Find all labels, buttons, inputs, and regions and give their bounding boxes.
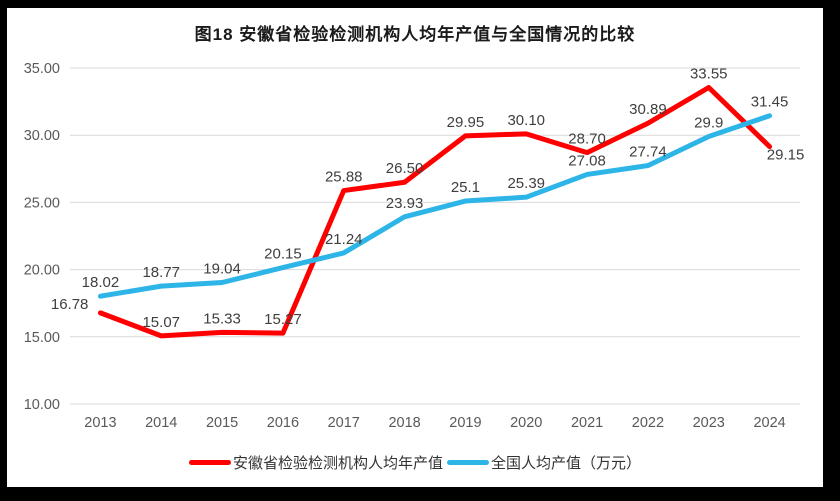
data-point-label: 25.39 — [507, 175, 545, 192]
data-point-label: 29.95 — [447, 114, 485, 131]
data-point-label: 30.89 — [629, 101, 667, 118]
line-chart-plot: 10.00 15.00 20.00 25.00 30.00 35.00 2013 2014 20… — [24, 61, 805, 431]
x-axis-tick-label: 2014 — [145, 415, 177, 431]
anhui-series-line — [97, 84, 773, 339]
x-axis-tick-label: 2020 — [510, 415, 542, 431]
data-point-label: 16.78 — [51, 296, 89, 313]
y-axis-tick-label: 15.00 — [24, 330, 60, 346]
x-axis-tick-label: 2013 — [84, 415, 116, 431]
data-point-label: 15.27 — [264, 311, 302, 328]
data-point-label: 29.15 — [767, 147, 805, 164]
x-axis-tick-label: 2021 — [571, 415, 603, 431]
data-point-label: 29.9 — [694, 115, 723, 132]
data-point-label: 15.33 — [203, 310, 241, 327]
legend-item-anhui: 安徽省检验检测机构人均年产值 — [188, 452, 443, 473]
chart-canvas: 图18 安徽省检验检测机构人均年产值与全国情况的比较 10.00 15.00 20.… — [7, 8, 823, 487]
x-axis-tick-label: 2016 — [267, 415, 299, 431]
legend-label-national: 全国人均产值（万元） — [491, 455, 642, 472]
y-axis-tick-label: 20.00 — [24, 263, 60, 279]
data-point-label: 18.02 — [82, 274, 120, 291]
x-axis-tick-label: 2022 — [632, 415, 664, 431]
chart-title: 图18 安徽省检验检测机构人均年产值与全国情况的比较 — [194, 25, 636, 44]
data-point-label: 15.07 — [142, 314, 180, 331]
legend-label-anhui: 安徽省检验检测机构人均年产值 — [232, 455, 443, 472]
data-point-label: 26.50 — [386, 160, 424, 177]
data-point-label: 28.70 — [568, 131, 606, 148]
x-axis-tick-label: 2017 — [328, 415, 360, 431]
data-point-label: 33.55 — [690, 65, 728, 82]
chart-legend: 安徽省检验检测机构人均年产值 全国人均产值（万元） — [7, 452, 823, 473]
x-axis-tick-label: 2024 — [753, 415, 785, 431]
legend-item-national: 全国人均产值（万元） — [447, 452, 641, 473]
data-point-label: 23.93 — [386, 195, 424, 212]
national-series-line-icon — [447, 460, 489, 465]
data-point-label: 19.04 — [203, 261, 241, 278]
data-point-label: 30.10 — [507, 112, 545, 129]
x-axis-tick-label: 2018 — [388, 415, 420, 431]
anhui-series-line-icon — [188, 460, 231, 465]
data-point-label: 25.1 — [451, 179, 480, 196]
data-point-label: 25.88 — [325, 169, 363, 186]
data-point-label: 27.74 — [629, 144, 667, 161]
x-axis-tick-label: 2023 — [693, 415, 725, 431]
x-axis-tick-label: 2019 — [449, 415, 481, 431]
data-point-label: 27.08 — [568, 152, 606, 169]
data-point-label: 18.77 — [142, 264, 180, 281]
y-axis-tick-label: 35.00 — [24, 61, 60, 77]
data-point-label: 31.45 — [751, 94, 789, 111]
national-series-line — [97, 113, 773, 299]
x-axis-tick-label: 2015 — [206, 415, 238, 431]
data-point-label: 21.24 — [325, 231, 363, 248]
y-axis-tick-label: 30.00 — [24, 128, 60, 144]
data-point-label: 20.15 — [264, 246, 302, 263]
y-axis-tick-label: 10.00 — [24, 397, 60, 413]
y-axis-tick-label: 25.00 — [24, 195, 60, 211]
